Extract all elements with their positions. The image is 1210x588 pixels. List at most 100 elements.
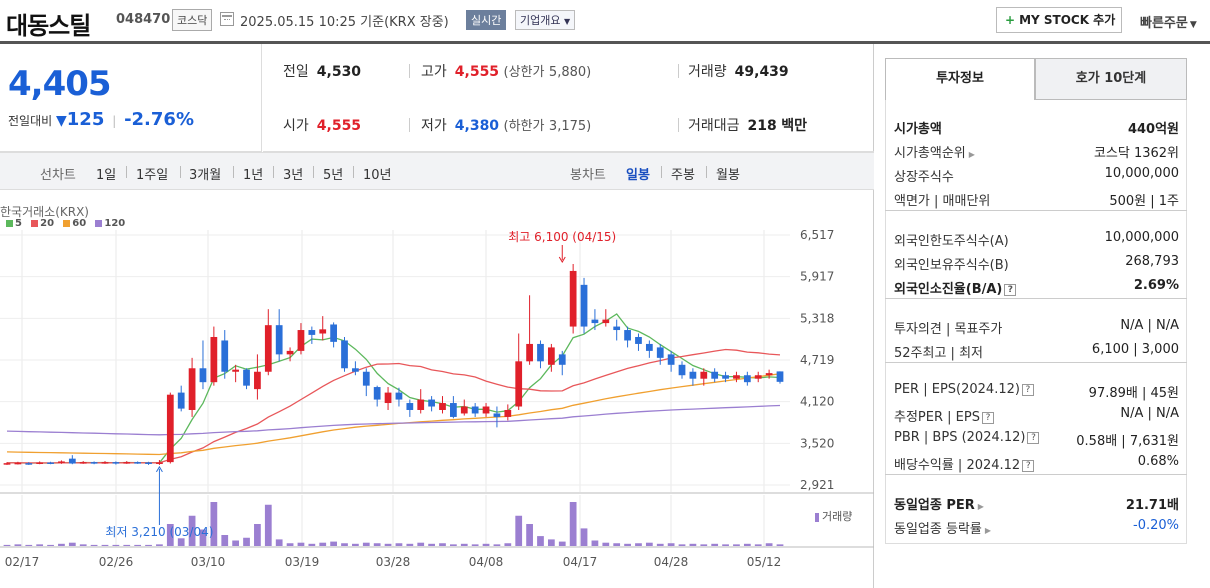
candle-body [635, 336, 642, 344]
info-row: 추정PER | EPS? N/A | N/A [885, 402, 1187, 426]
volume-bar [569, 502, 577, 546]
volume-bar [79, 544, 87, 546]
volume-bar [711, 543, 719, 546]
info-row-label: 외국인한도주식수(A) [894, 230, 1009, 249]
y-tick-label: 6,517 [800, 228, 834, 242]
low-label: 저가 [421, 118, 447, 134]
price-chart-area: 02/17 02/26 03/10 03/19 03/28 04/08 04/17 04/28… [0, 190, 874, 588]
chevron-down-icon: ▼ [563, 17, 571, 26]
volume-bar [580, 528, 588, 546]
help-icon[interactable]: ? [1004, 283, 1017, 296]
period-3m[interactable]: 3개월 [189, 168, 222, 183]
help-icon[interactable]: ? [981, 411, 994, 424]
candle-body [754, 375, 762, 379]
info-row[interactable]: 시가총액순위 ▶ 코스닥 1362위 [885, 138, 1187, 162]
candle-body [330, 324, 337, 342]
candle-body [232, 369, 240, 372]
info-row-label-text: PER | EPS(2024.12) [894, 382, 1020, 397]
divider [353, 166, 354, 178]
x-tick-label: 02/17 [5, 555, 40, 569]
chevron-down-icon: ▼ [1189, 20, 1197, 30]
down-triangle-icon: ▼ [56, 113, 67, 129]
candle-body [776, 371, 784, 382]
period-5y[interactable]: 5년 [323, 168, 344, 183]
amount-cell: 거래대금 218 백만 [688, 115, 807, 135]
volume-bar [264, 504, 272, 546]
ma-20-legend-label: 20 [40, 218, 55, 229]
info-row-value: 코스닥 1362위 [1093, 146, 1179, 161]
help-icon[interactable]: ? [1022, 459, 1035, 472]
info-row-label-text: 액면가 | 매매단위 [894, 194, 991, 209]
volume-bar [123, 544, 131, 546]
amount-value: 218 [747, 118, 777, 134]
volume-bar [667, 543, 675, 546]
candle-body [36, 462, 44, 464]
info-row-label-text: PBR | BPS (2024.12) [894, 430, 1026, 445]
realtime-button[interactable]: 실시간 [466, 10, 507, 30]
prev-close-value: 4,530 [316, 64, 362, 80]
info-row[interactable]: 동일업종 PER ▶ 21.71배 [885, 490, 1187, 514]
info-tabs: 투자정보 호가 10단계 [885, 58, 1187, 100]
volume-bar [504, 543, 512, 546]
info-row-value: 97.89배 | 45원 [1088, 386, 1179, 401]
candle-body [25, 463, 33, 465]
volume-bar [482, 543, 490, 546]
info-row-value: 0.58배 | 7,631원 [1076, 434, 1179, 449]
volume-bar [90, 544, 98, 546]
info-row-label: PER | EPS(2024.12)? [894, 382, 1034, 397]
info-row-value: N/A | N/A [1120, 318, 1179, 333]
volume-bar [25, 544, 33, 546]
volume-value: 49,439 [734, 64, 789, 80]
candle-body [123, 462, 131, 464]
prev-close-cell: 전일 4,530 [283, 61, 361, 81]
quick-order-button[interactable]: 빠른주문 ▼ [1140, 12, 1197, 31]
info-row-label-text: 상장주식수 [894, 170, 954, 185]
help-icon[interactable]: ? [1021, 383, 1034, 396]
volume-bar [14, 544, 22, 546]
candlestick-chart[interactable]: 02/17 02/26 03/10 03/19 03/28 04/08 04/17 04/28… [0, 190, 874, 588]
tab-orderbook-10[interactable]: 호가 10단계 [1035, 58, 1187, 100]
volume-bar [330, 541, 337, 546]
volume-bar [635, 543, 642, 546]
period-1w[interactable]: 1주일 [136, 168, 169, 183]
candle-body [14, 462, 22, 465]
volume-bar [286, 543, 294, 546]
ma-legend: 5 20 60 120 [6, 218, 131, 229]
info-row-label: 시가총액 [894, 118, 942, 137]
help-icon[interactable]: ? [1027, 431, 1040, 444]
info-row-label-text: 외국인한도주식수(A) [894, 234, 1009, 249]
upper-limit-value: 5,880) [548, 65, 592, 80]
low-cell: 저가 4,380 (하한가 3,175) [421, 115, 591, 135]
info-row-value: 10,000,000 [1104, 166, 1179, 181]
candle-body [406, 403, 414, 410]
candle-daily[interactable]: 일봉 [626, 168, 650, 183]
company-overview-button[interactable]: 기업개요 ▼ [515, 10, 576, 30]
high-label: 고가 [421, 64, 447, 80]
candle-monthly[interactable]: 월봉 [716, 168, 740, 183]
period-1y[interactable]: 1년 [243, 168, 264, 183]
stock-code: 048470 [116, 12, 171, 27]
open-value: 4,555 [316, 118, 362, 134]
candle-body [384, 392, 392, 404]
company-overview-label: 기업개요 [520, 14, 561, 27]
info-row-value: 21.71배 [1125, 498, 1179, 513]
info-row-label: 배당수익률 | 2024.12? [894, 454, 1035, 473]
period-1d[interactable]: 1일 [96, 168, 117, 183]
volume-bar [602, 542, 610, 546]
candle-body [3, 463, 11, 465]
candle-body [417, 399, 425, 410]
volume-bar [58, 543, 65, 546]
stock-name: 대동스틸 [6, 12, 91, 40]
candle-weekly[interactable]: 주봉 [671, 168, 695, 183]
period-3y[interactable]: 3년 [283, 168, 304, 183]
candle-body [569, 270, 577, 327]
candle-body [482, 406, 490, 414]
tab-invest-info[interactable]: 투자정보 [885, 58, 1035, 100]
info-row-value: 500원 | 1주 [1109, 194, 1179, 209]
volume-bar [297, 542, 305, 546]
info-row[interactable]: 동일업종 등락률 ▶ -0.20% [885, 514, 1187, 538]
mystock-add-button[interactable]: + MY STOCK 추가 [996, 7, 1122, 33]
open-cell: 시가 4,555 [283, 115, 361, 135]
period-10y[interactable]: 10년 [363, 168, 392, 183]
candle-body [352, 368, 359, 372]
